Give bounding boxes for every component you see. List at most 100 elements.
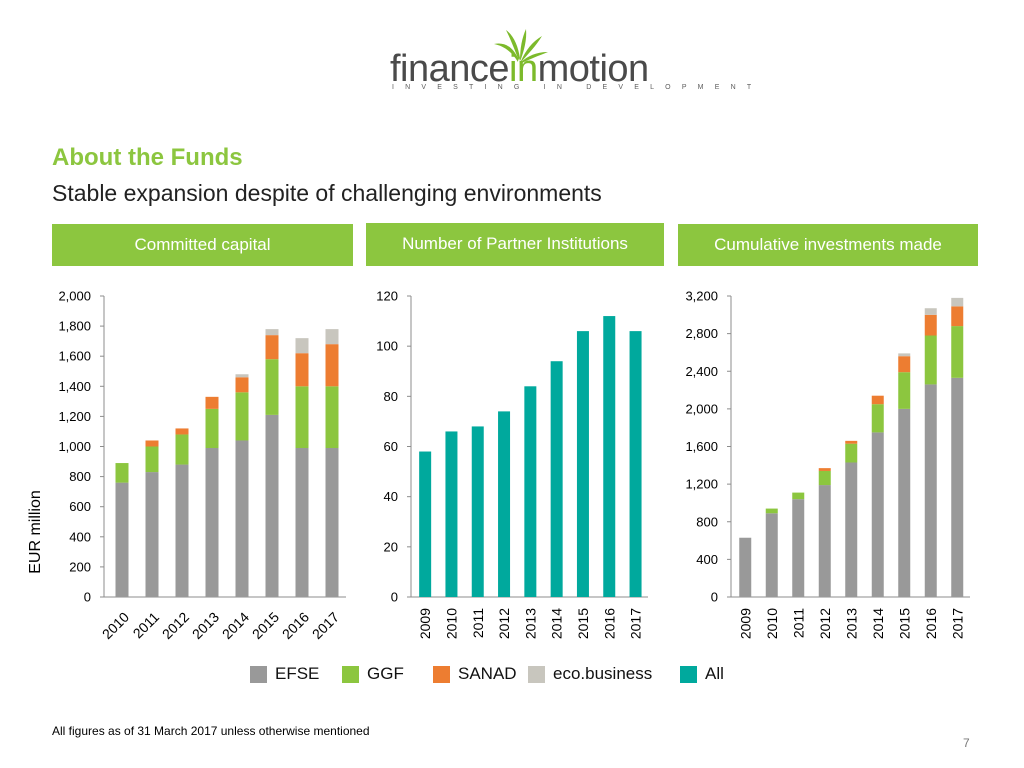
chart-2-bar-efse	[845, 462, 858, 597]
chart-2-bar-sanad	[898, 356, 911, 373]
chart-1-bar-all	[471, 426, 484, 597]
chart-2-x-label: 2016	[923, 608, 939, 639]
chart-2-bar-efse	[871, 432, 884, 597]
palm-leaf-icon	[494, 29, 548, 63]
section-title: About the Funds	[52, 144, 243, 171]
chart-0-y-tick-label: 400	[69, 529, 91, 544]
chart-0-bar-eco-business	[265, 329, 279, 336]
legend-item-all: All	[680, 664, 724, 684]
chart-2-bar-efse	[792, 499, 805, 597]
chart-2-bar-efse	[898, 408, 911, 597]
chart-2-bar-eco-business	[951, 297, 964, 307]
chart-0-bar-efse	[325, 448, 339, 597]
chart-1-bar-all	[629, 331, 642, 597]
chart-0-bar-ggf	[145, 446, 159, 473]
chart-0-y-axis-title: EUR million	[27, 490, 44, 574]
chart-2-bar-sanad	[871, 395, 884, 405]
chart-0-bar-sanad	[175, 428, 189, 435]
chart-2-bar-ggf	[765, 508, 778, 514]
logo-tagline: INVESTING IN DEVELOPMENT	[392, 84, 763, 91]
chart-1-y-tick-label: 120	[376, 289, 398, 304]
chart-1-x-label: 2014	[549, 608, 565, 639]
chart-1-bar-all	[603, 316, 616, 597]
chart-2-y-tick-label: 1,200	[685, 477, 718, 492]
legend-label-eco-business: eco.business	[553, 664, 653, 683]
legend-swatch-all	[680, 665, 697, 683]
chart-0-y-tick-label: 1,200	[58, 409, 91, 424]
chart-2-y-tick-label: 1,600	[685, 439, 718, 454]
legend-item-eco-business: eco.business	[528, 664, 652, 684]
chart-2-bar-ggf	[924, 335, 937, 385]
chart-2-bar-ggf	[898, 372, 911, 409]
chart-0-bar-ggf	[235, 392, 249, 441]
chart-0-bar-eco-business	[235, 374, 249, 378]
chart-0-bar-sanad	[325, 344, 339, 387]
chart-0-x-label: 2017	[309, 609, 342, 642]
chart-0-bar-sanad	[145, 440, 159, 447]
chart-2-x-label: 2009	[737, 608, 753, 639]
chart-0-y-tick-label: 1,400	[58, 379, 91, 394]
chart-0-y-tick-label: 800	[69, 469, 91, 484]
chart-2-bar-sanad	[924, 314, 937, 336]
chart-2-y-tick-label: 2,000	[685, 401, 718, 416]
slide-subtitle: Stable expansion despite of challenging …	[52, 180, 602, 206]
chart-0-x-label: 2014	[219, 609, 252, 642]
chart-0-bar-sanad	[235, 377, 249, 393]
chart-1-bar-all	[419, 451, 432, 597]
chart-0-bar-eco-business	[295, 338, 309, 354]
chart-0-bar-ggf	[115, 463, 129, 483]
chart-0-y-tick-label: 1,800	[58, 319, 91, 334]
chart-1-bar-all	[550, 361, 563, 597]
footnote: All figures as of 31 March 2017 unless o…	[52, 724, 370, 738]
chart-0-bar-ggf	[325, 386, 339, 449]
chart-0-bar-sanad	[205, 396, 219, 409]
legend-swatch-ggf	[342, 665, 359, 683]
logo-word-finance: finance	[390, 48, 510, 90]
legend-label-sanad: SANAD	[458, 664, 517, 683]
chart-0-x-label: 2015	[249, 609, 282, 642]
charts-area: 02004006008001,0001,2001,4001,6001,8002,…	[27, 289, 970, 642]
chart-1-y-tick-label: 0	[391, 590, 398, 605]
chart-1-y-tick-label: 60	[384, 439, 398, 454]
chart-0-x-label: 2013	[189, 609, 222, 642]
chart-0-bar-ggf	[295, 386, 309, 449]
chart-2-y-tick-label: 2,800	[685, 326, 718, 341]
chart-0-y-tick-label: 0	[84, 590, 91, 605]
chart-2-y-tick-label: 400	[696, 552, 718, 567]
chart-0-bar-efse	[205, 448, 219, 597]
chart-1-bar-all	[445, 431, 458, 597]
chart-0-y-tick-label: 2,000	[58, 289, 91, 304]
chart-0-y-tick-label: 1,000	[58, 439, 91, 454]
chart-1-x-label: 2016	[601, 608, 617, 639]
chart-2-x-label: 2017	[949, 608, 965, 639]
chart-2-bar-efse	[818, 485, 831, 597]
chart-2-bar-eco-business	[898, 353, 911, 357]
chart-2-bar-ggf	[871, 404, 884, 433]
chart-2-x-label: 2012	[817, 608, 833, 639]
header-partner-institutions: Number of Partner Institutions	[366, 223, 664, 266]
chart-2-bar-sanad	[951, 306, 964, 327]
chart-0-y-tick-label: 1,600	[58, 349, 91, 364]
chart-0-bar-sanad	[265, 335, 279, 360]
chart-2-bar-ggf	[951, 326, 964, 378]
legend-item-efse: EFSE	[250, 664, 319, 684]
legend-label-all: All	[705, 664, 724, 683]
chart-2-x-label: 2010	[764, 608, 780, 639]
legend-swatch-eco-business	[528, 665, 545, 683]
chart-2-bar-ggf	[792, 492, 805, 500]
chart-2-bar-sanad	[845, 440, 858, 444]
chart-2-bar-sanad	[818, 468, 831, 471]
legend-label-efse: EFSE	[275, 664, 320, 683]
chart-1-y-tick-label: 40	[384, 489, 398, 504]
logo-word-motion: motion	[537, 48, 650, 90]
chart-0-x-label: 2011	[130, 609, 163, 642]
chart-1-bar-all	[576, 331, 589, 597]
chart-2-bar-efse	[924, 384, 937, 597]
chart-2-bar-eco-business	[924, 308, 937, 315]
chart-1-y-tick-label: 80	[384, 389, 398, 404]
chart-0-bar-efse	[175, 464, 189, 597]
chart-2-y-tick-label: 0	[711, 590, 718, 605]
chart-1-x-label: 2015	[575, 608, 591, 639]
chart-2-x-label: 2013	[843, 608, 859, 639]
legend: EFSE GGF SANAD eco.business All	[0, 664, 1024, 686]
